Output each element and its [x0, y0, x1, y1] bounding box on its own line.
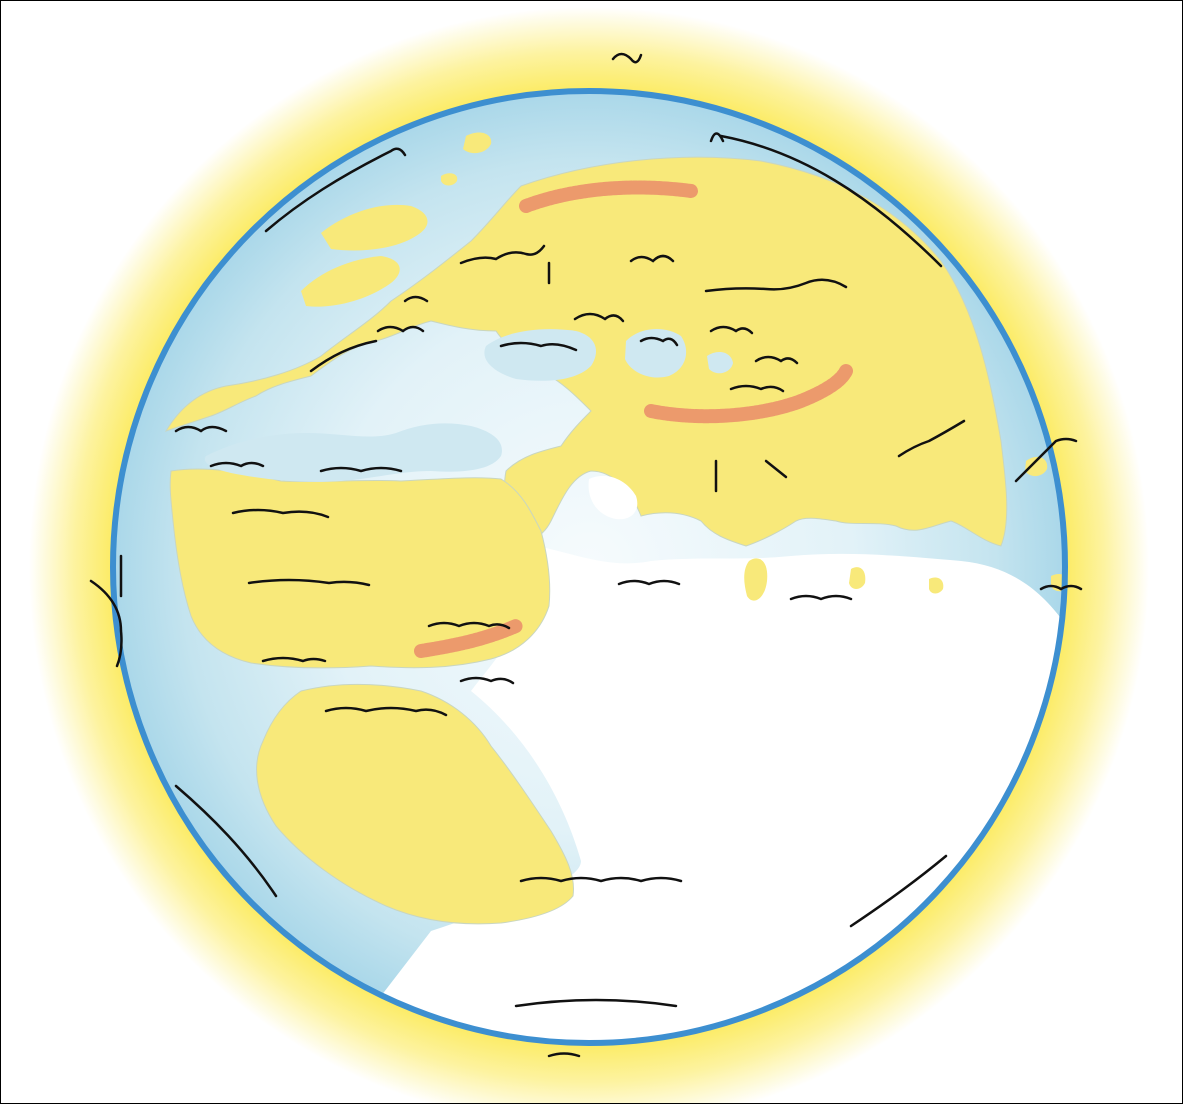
mountain-band-north [519, 180, 698, 213]
inland-sea-aral [707, 351, 733, 374]
land-south-islet [849, 567, 866, 589]
land-east-island [1025, 456, 1048, 477]
ocean-rim [110, 88, 1068, 1046]
unexplored-south [331, 541, 1065, 1043]
script-marks [89, 52, 1083, 1058]
land-indian-island [744, 558, 768, 601]
land-peninsula-west [301, 256, 400, 307]
inland-sea-mediterranean [204, 423, 502, 482]
inland-sea-black [484, 329, 596, 381]
inland-sea-red [588, 475, 638, 520]
land-western-continent [169, 468, 551, 669]
mountain-band-central [644, 364, 853, 424]
land-southern-continent [256, 683, 575, 925]
land-north-island [463, 132, 492, 154]
mountain-band-west [414, 619, 523, 658]
land-north-islet [441, 173, 458, 186]
land-far-islet [929, 577, 944, 594]
land-northwest-island [321, 204, 428, 251]
